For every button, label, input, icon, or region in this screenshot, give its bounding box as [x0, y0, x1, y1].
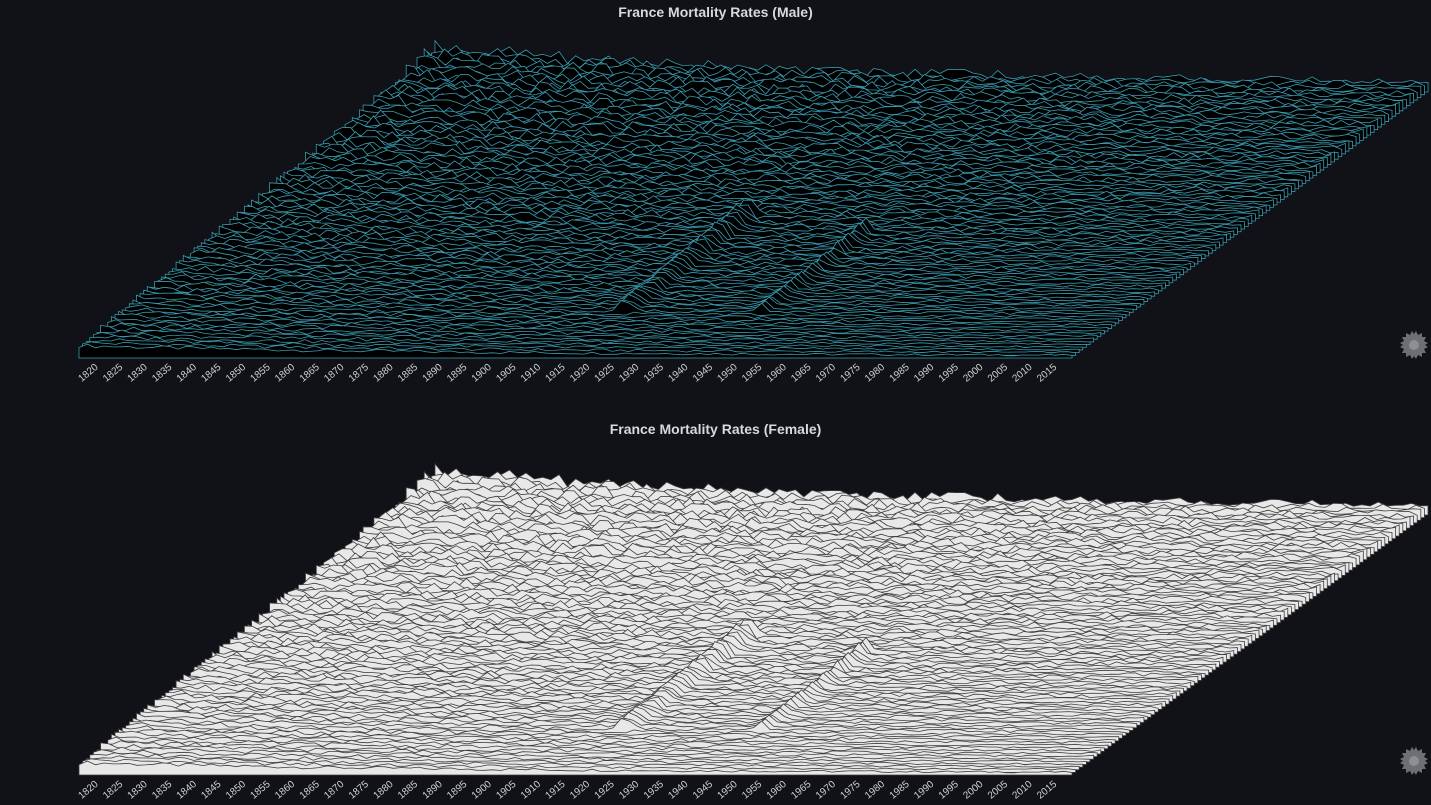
- x-tick-label: 1865: [298, 779, 322, 802]
- x-tick-label: 1950: [716, 362, 740, 385]
- x-tick-label: 1885: [396, 362, 420, 385]
- x-tick-label: 1855: [249, 362, 273, 385]
- x-tick-label: 1975: [838, 779, 862, 802]
- x-tick-label: 1975: [838, 362, 862, 385]
- x-tick-label: 1945: [691, 362, 715, 385]
- x-tick-label: 2010: [1010, 779, 1034, 802]
- gear-icon[interactable]: [1399, 330, 1429, 360]
- x-tick-label: 1980: [863, 362, 887, 385]
- x-tick-label: 1835: [150, 362, 174, 385]
- x-tick-label: 1870: [322, 362, 346, 385]
- x-tick-label: 1900: [470, 362, 494, 385]
- x-tick-label: 1925: [593, 362, 617, 385]
- x-tick-label: 1920: [568, 362, 592, 385]
- x-tick-label: 1930: [617, 779, 641, 802]
- chart-title: France Mortality Rates (Male): [618, 4, 813, 20]
- male-ridgeline-chart: 1820 1825 1830 1835 1840 1845 1850 1855 1860 1865…: [76, 39, 1429, 385]
- x-tick-label: 2000: [961, 362, 985, 385]
- x-tick-label: 1860: [273, 779, 297, 802]
- x-tick-label: 1870: [322, 779, 346, 802]
- x-tick-label: 1830: [126, 362, 150, 385]
- x-tick-label: 1880: [371, 362, 395, 385]
- x-tick-label: 1935: [642, 362, 666, 385]
- x-tick-label: 1880: [371, 779, 395, 802]
- x-tick-label: 1915: [543, 362, 567, 385]
- x-tick-label: 1965: [789, 362, 813, 385]
- x-tick-label: 2015: [1035, 362, 1059, 385]
- x-tick-label: 1925: [593, 779, 617, 802]
- x-tick-label: 1970: [814, 779, 838, 802]
- x-tick-label: 1890: [421, 779, 445, 802]
- ridge-series-0: [78, 343, 1073, 359]
- x-tick-label: 1875: [347, 779, 371, 802]
- x-tick-label: 1920: [568, 779, 592, 802]
- x-tick-label: 1955: [740, 362, 764, 385]
- x-tick-label: 1825: [101, 779, 125, 802]
- x-tick-label: 1905: [494, 779, 518, 802]
- x-tick-label: 1940: [666, 779, 690, 802]
- x-tick-label: 1900: [470, 779, 494, 802]
- x-tick-label: 1820: [76, 362, 100, 385]
- x-tick-label: 1930: [617, 362, 641, 385]
- x-tick-label: 1890: [421, 362, 445, 385]
- x-tick-label: 1965: [789, 779, 813, 802]
- x-tick-label: 1985: [888, 362, 912, 385]
- ridge-series-0: [78, 760, 1073, 776]
- x-tick-label: 1830: [126, 779, 150, 802]
- x-tick-label: 1960: [765, 362, 789, 385]
- x-tick-label: 1935: [642, 779, 666, 802]
- x-tick-label: 1960: [765, 779, 789, 802]
- x-tick-label: 2010: [1010, 362, 1034, 385]
- x-tick-label: 1995: [937, 362, 961, 385]
- x-tick-label: 1955: [740, 779, 764, 802]
- x-tick-label: 2005: [986, 362, 1010, 385]
- x-tick-label: 1950: [716, 779, 740, 802]
- x-tick-label: 1835: [150, 779, 174, 802]
- x-tick-label: 1895: [445, 362, 469, 385]
- x-tick-label: 1875: [347, 362, 371, 385]
- male-chart-panel: France Mortality Rates (Male) 1820 1825 18…: [0, 0, 1431, 402]
- chart-title: France Mortality Rates (Female): [609, 421, 822, 437]
- x-tick-label: 1865: [298, 362, 322, 385]
- x-tick-label: 1970: [814, 362, 838, 385]
- x-tick-label: 1840: [175, 362, 199, 385]
- x-tick-label: 1840: [175, 779, 199, 802]
- female-ridgeline-chart: 1820 1825 1830 1835 1840 1845 1850 1855 1860 1865…: [76, 462, 1429, 802]
- x-tick-label: 1895: [445, 779, 469, 802]
- x-tick-label: 1990: [912, 779, 936, 802]
- x-tick-label: 1980: [863, 779, 887, 802]
- x-tick-label: 1990: [912, 362, 936, 385]
- x-tick-label: 1995: [937, 779, 961, 802]
- x-tick-label: 1910: [519, 362, 543, 385]
- x-tick-label: 1845: [199, 779, 223, 802]
- x-tick-label: 2005: [986, 779, 1010, 802]
- x-tick-label: 1985: [888, 779, 912, 802]
- x-tick-label: 1850: [224, 362, 248, 385]
- x-tick-label: 1910: [519, 779, 543, 802]
- x-tick-label: 1860: [273, 362, 297, 385]
- x-tick-label: 1940: [666, 362, 690, 385]
- x-tick-label: 1825: [101, 362, 125, 385]
- x-tick-label: 2000: [961, 779, 985, 802]
- x-tick-label: 2015: [1035, 779, 1059, 802]
- x-tick-label: 1905: [494, 362, 518, 385]
- gear-icon[interactable]: [1399, 746, 1429, 776]
- x-tick-label: 1915: [543, 779, 567, 802]
- x-tick-label: 1885: [396, 779, 420, 802]
- x-tick-label: 1855: [249, 779, 273, 802]
- x-tick-label: 1820: [76, 779, 100, 802]
- x-tick-label: 1945: [691, 779, 715, 802]
- x-tick-label: 1845: [199, 362, 223, 385]
- x-tick-label: 1850: [224, 779, 248, 802]
- female-chart-panel: France Mortality Rates (Female) 1820 1825…: [0, 403, 1431, 805]
